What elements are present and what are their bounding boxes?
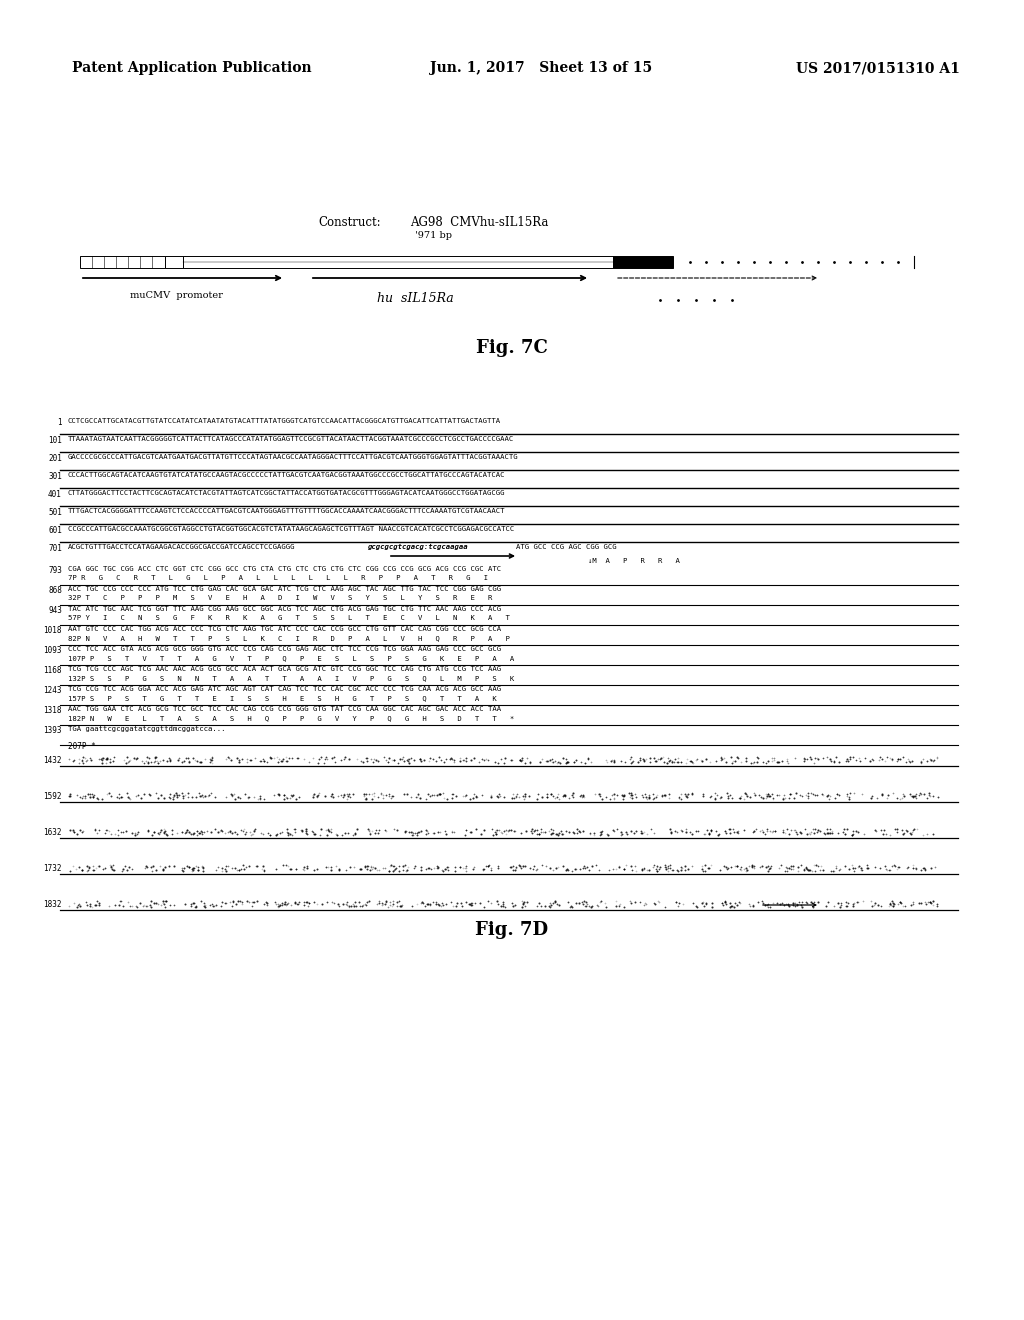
Text: CCTCGCCATTGCATACGTTGTATCCATATCATAATATGTACATTTATATGGGTCATGTCCAACATTACGGGCATGTTGAC: CCTCGCCATTGCATACGTTGTATCCATATCATAATATGTA… xyxy=(68,418,501,424)
Text: Construct:: Construct: xyxy=(318,215,381,228)
Text: 1018: 1018 xyxy=(43,626,62,635)
Text: 1832: 1832 xyxy=(43,900,62,909)
Text: 301: 301 xyxy=(48,473,62,480)
Text: gcgcgcgtcgacg:tcgcaagaa: gcgcgcgtcgacg:tcgcaagaa xyxy=(368,544,469,550)
Text: 401: 401 xyxy=(48,490,62,499)
Text: 1318: 1318 xyxy=(43,706,62,715)
Text: TCG TCG CCC AGC TCG AAC AAC ACG GCG GCC ACA ACT GCA GCG ATC GTC CCG GGC TCC CAG : TCG TCG CCC AGC TCG AAC AAC ACG GCG GCC … xyxy=(68,667,501,672)
Text: CGA GGC TGC CGG ACC CTC GGT CTC CGG GCC CTG CTA CTG CTC CTG CTG CTC CGG CCG CCG : CGA GGC TGC CGG ACC CTC GGT CTC CGG GCC … xyxy=(68,566,501,572)
Text: 1632: 1632 xyxy=(43,828,62,837)
Bar xyxy=(183,256,613,268)
Bar xyxy=(165,256,183,268)
Text: 107P P   S   T   V   T   T   A   G   V   T   P   Q   P   E   S   L   S   P   S  : 107P P S T V T T A G V T P Q P E S L S P… xyxy=(68,655,514,661)
Text: TTTGACTCACGGGGATTTCCAAGTCTCCACCCCATTGACGTCAATGGGAGTTTGTTTTGGCACCAAAATCAACGGGACTT: TTTGACTCACGGGGATTTCCAAGTCTCCACCCCATTGACG… xyxy=(68,508,506,513)
Text: 1432: 1432 xyxy=(43,756,62,766)
Text: ↓M  A   P   R   R   A: ↓M A P R R A xyxy=(588,558,680,564)
Text: 601: 601 xyxy=(48,525,62,535)
Text: TGA gaattcgcggatatcggttdmcggatcca...: TGA gaattcgcggatatcggttdmcggatcca... xyxy=(68,726,225,733)
Text: TCG CCG TCC ACG GGA ACC ACG GAG ATC AGC AGT CAT CAG TCC TCC CAC CGC ACC CCC TCG : TCG CCG TCC ACG GGA ACC ACG GAG ATC AGC … xyxy=(68,686,501,692)
Text: 207P *: 207P * xyxy=(68,742,96,751)
Text: TAC ATC TGC AAC TCG GGT TTC AAG CGG AAG GCC GGC ACG TCC AGC CTG ACG GAG TGC CTG : TAC ATC TGC AAC TCG GGT TTC AAG CGG AAG … xyxy=(68,606,501,612)
Text: 1732: 1732 xyxy=(43,865,62,873)
Text: 82P N   V   A   H   W   T   T   P   S   L   K   C   I   R   D   P   A   L   V   : 82P N V A H W T T P S L K C I R D P A L … xyxy=(68,635,510,642)
Text: 868: 868 xyxy=(48,586,62,595)
Text: 1: 1 xyxy=(57,418,62,426)
Text: 1592: 1592 xyxy=(43,792,62,801)
Text: ATG GCC CCG AGC CGG GCG: ATG GCC CCG AGC CGG GCG xyxy=(516,544,616,550)
Text: 57P Y   I   C   N   S   G   F   K   R   K   A   G   T   S   S   L   T   E   C   : 57P Y I C N S G F K R K A G T S S L T E … xyxy=(68,615,510,620)
Text: CCGCCCATTGACGCCAAATGCGGCGTAGGCCTGTACGGTGGCACGTCTATATAAGCAGAGCTCGTTTAGT NAACCGTCA: CCGCCCATTGACGCCAAATGCGGCGTAGGCCTGTACGGTG… xyxy=(68,525,514,532)
Text: 701: 701 xyxy=(48,544,62,553)
Text: 501: 501 xyxy=(48,508,62,517)
Text: 132P S   S   P   G   S   N   N   T   A   A   T   T   A   A   I   V   P   G   S  : 132P S S P G S N N T A A T T A A I V P G… xyxy=(68,675,514,681)
Text: AAC TGG GAA CTC ACG GCG TCC GCC TCC CAC CAG CCG CCG GGG GTG TAT CCG CAA GGC CAC : AAC TGG GAA CTC ACG GCG TCC GCC TCC CAC … xyxy=(68,706,501,711)
Text: Fig. 7C: Fig. 7C xyxy=(476,339,548,356)
Bar xyxy=(80,256,165,268)
Text: 943: 943 xyxy=(48,606,62,615)
Text: AAT GTC CCC CAC TGG ACG ACC CCC TCG CTC AAG TGC ATC CCC CAC CCG GCC CTG GTT CAC : AAT GTC CCC CAC TGG ACG ACC CCC TCG CTC … xyxy=(68,626,501,632)
Text: '971 bp: '971 bp xyxy=(415,231,452,239)
Text: CCCACTTGGCAGTACATCAAGTGTATCATATGCCAAGTACGCCCCCTATTGACGTCAATGACGGTAAATGGCCCGCCTGG: CCCACTTGGCAGTACATCAAGTGTATCATATGCCAAGTAC… xyxy=(68,473,506,478)
Text: 793: 793 xyxy=(48,566,62,576)
Text: 201: 201 xyxy=(48,454,62,463)
Text: 1393: 1393 xyxy=(43,726,62,735)
Text: Patent Application Publication: Patent Application Publication xyxy=(72,61,311,75)
Text: 1243: 1243 xyxy=(43,686,62,696)
Text: muCMV  promoter: muCMV promoter xyxy=(130,290,223,300)
Text: 1093: 1093 xyxy=(43,645,62,655)
Text: 7P R   G   C   R   T   L   G   L   P   A   L   L   L   L   L   L   R   P   P   A: 7P R G C R T L G L P A L L L L L L R P P… xyxy=(68,576,488,581)
Text: hu  sIL15Ra: hu sIL15Ra xyxy=(377,292,454,305)
Text: GACCCCGCGCCCATTGACGTCAATGAATGACGTTATGTTCCCATAGTAACGCCAATAGGGACTTTCCATTGACGTCAATG: GACCCCGCGCCCATTGACGTCAATGAATGACGTTATGTTC… xyxy=(68,454,518,459)
Text: ACC TGC CCG CCC CCC ATG TCC CTG GAG CAC GCA GAC ATC TCG CTC AAG AGC TAC AGC TTG : ACC TGC CCG CCC CCC ATG TCC CTG GAG CAC … xyxy=(68,586,501,591)
Text: Fig. 7D: Fig. 7D xyxy=(475,921,549,939)
Text: 32P T   C   P   P   P   M   S   V   E   H   A   D   I   W   V   S   Y   S   L   : 32P T C P P P M S V E H A D I W V S Y S … xyxy=(68,595,493,601)
Text: 101: 101 xyxy=(48,436,62,445)
Text: AG98  CMVhu-sIL15Ra: AG98 CMVhu-sIL15Ra xyxy=(410,215,549,228)
Text: TTAAATAGTAATCAATTACGGGGGTCATTACTTCATAGCCCATATATGGAGTTCCGCGTTACATAACTTACGGTAAATCG: TTAAATAGTAATCAATTACGGGGGTCATTACTTCATAGCC… xyxy=(68,436,514,442)
Text: CCC TCC ACC GTA ACG ACG GCG GGG GTG ACC CCG CAG CCG GAG AGC CTC TCC CCG TCG GGA : CCC TCC ACC GTA ACG ACG GCG GGG GTG ACC … xyxy=(68,645,501,652)
Text: 1168: 1168 xyxy=(43,667,62,675)
Text: 182P N   W   E   L   T   A   S   A   S   H   Q   P   P   G   V   Y   P   Q   G  : 182P N W E L T A S A S H Q P P G V Y P Q… xyxy=(68,715,514,721)
Text: ACGCTGTTTGACCTCCATAGAAGACACCGGCGACCGATCCAGCCTCCGAGGG: ACGCTGTTTGACCTCCATAGAAGACACCGGCGACCGATCC… xyxy=(68,544,296,550)
Text: 157P S   P   S   T   G   T   T   E   I   S   S   H   E   S   H   G   T   P   S  : 157P S P S T G T T E I S S H E S H G T P… xyxy=(68,696,497,701)
Text: CTTATGGGACTTCCTACTTCGCAGTACATCTACGTATTAGTCATCGGCTATTACCATGGTGATACGCGTTTGGGAGTACA: CTTATGGGACTTCCTACTTCGCAGTACATCTACGTATTAG… xyxy=(68,490,506,496)
Text: Jun. 1, 2017   Sheet 13 of 15: Jun. 1, 2017 Sheet 13 of 15 xyxy=(430,61,652,75)
Text: US 2017/0151310 A1: US 2017/0151310 A1 xyxy=(796,61,961,75)
Bar xyxy=(613,256,673,268)
